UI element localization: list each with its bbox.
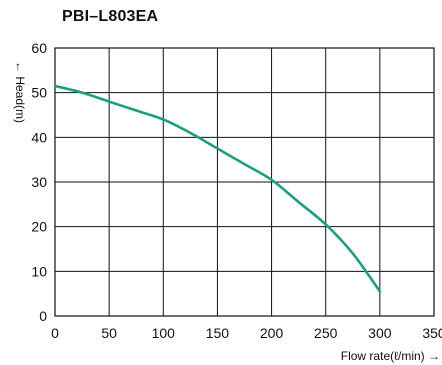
x-axis-ticks: 0 50 100 150 200 250 300 350 — [51, 325, 442, 341]
y-axis-title: ← Head(m) — [13, 61, 27, 123]
x-tick-label: 200 — [260, 325, 284, 341]
chart-title: PBI–L803EA — [62, 8, 159, 25]
y-tick-label: 30 — [31, 174, 47, 190]
x-tick-label: 250 — [314, 325, 338, 341]
y-axis-ticks: 0 10 20 30 40 50 60 — [31, 40, 47, 324]
plot-border — [54, 47, 435, 317]
grid-lines — [55, 48, 434, 316]
x-tick-label: 150 — [206, 325, 230, 341]
y-tick-label: 20 — [31, 219, 47, 235]
series-line — [53, 84, 382, 293]
plot-frame — [54, 47, 435, 317]
y-tick-label: 50 — [31, 85, 47, 101]
x-axis-title: Flow rate(ℓ/min) → — [341, 349, 440, 363]
y-tick-label: 60 — [31, 40, 47, 56]
y-tick-label: 10 — [31, 263, 47, 279]
y-tick-label: 0 — [39, 308, 47, 324]
x-tick-label: 100 — [152, 325, 176, 341]
x-tick-label: 350 — [422, 325, 442, 341]
y-tick-label: 40 — [31, 129, 47, 145]
series-layer — [53, 84, 382, 293]
x-tick-label: 50 — [101, 325, 117, 341]
x-tick-label: 300 — [368, 325, 392, 341]
x-tick-label: 0 — [51, 325, 59, 341]
